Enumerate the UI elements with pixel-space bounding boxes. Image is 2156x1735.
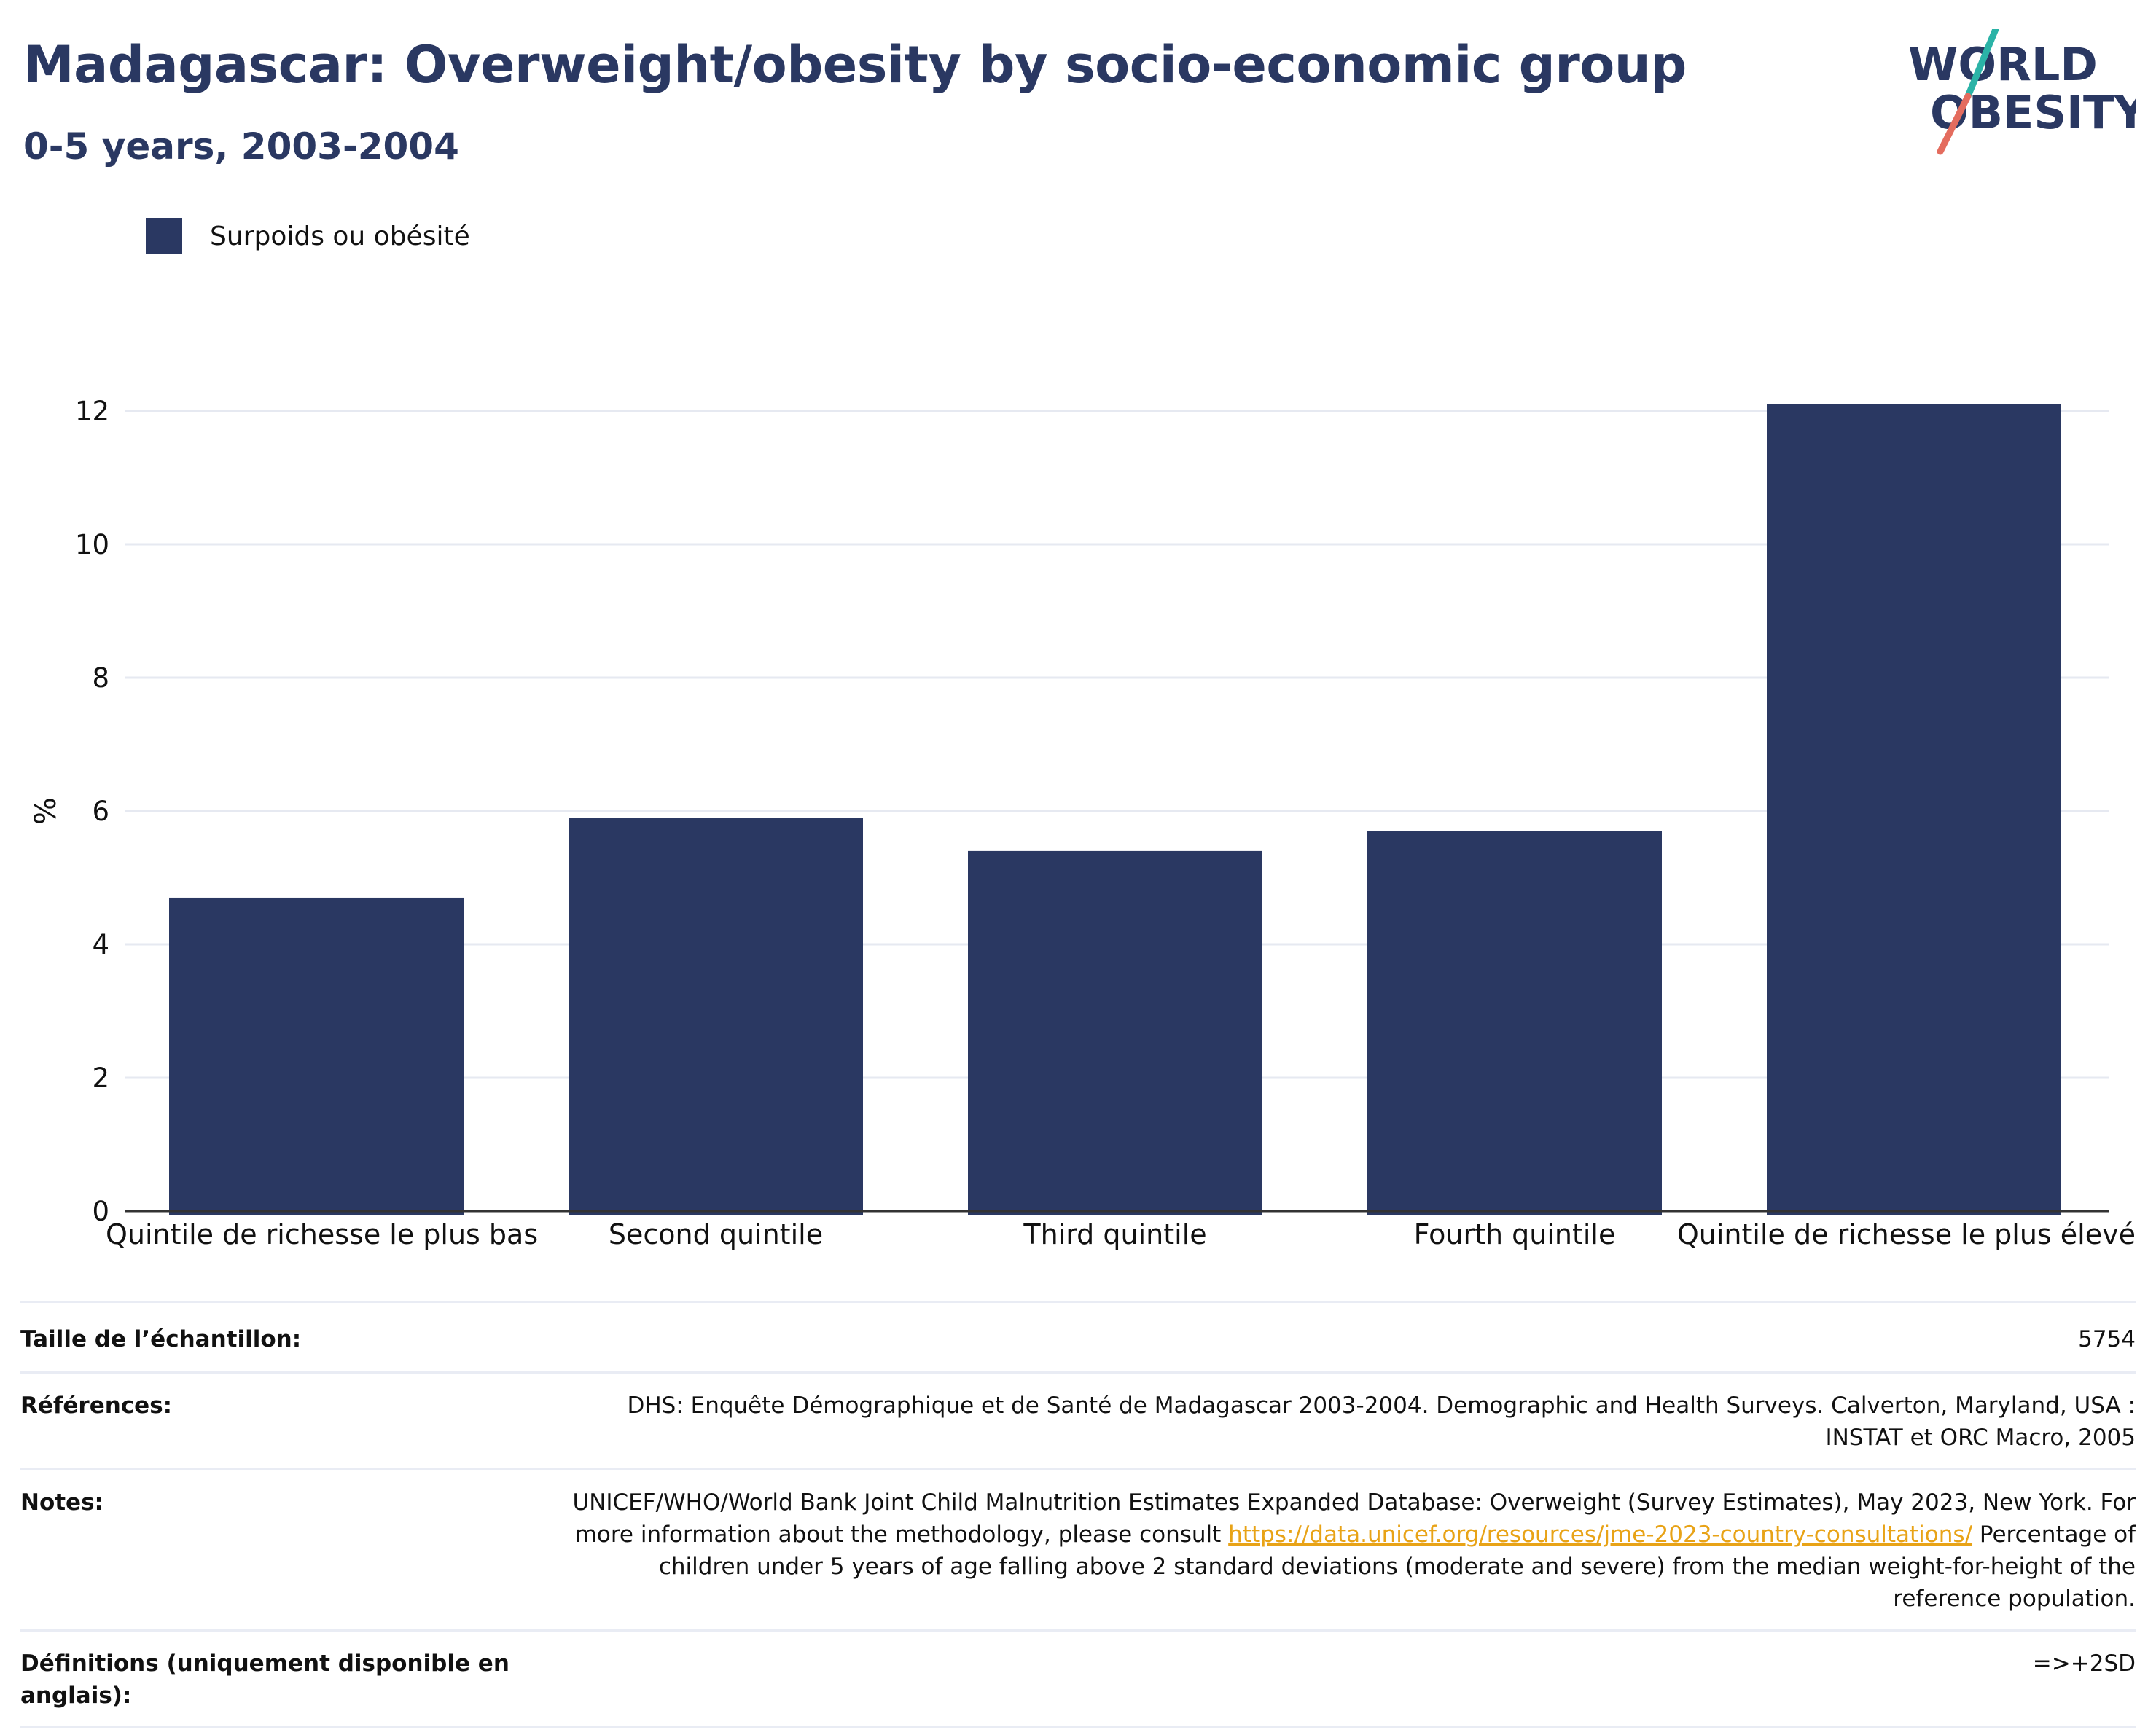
sample-size-value: 5754 (2078, 1326, 2136, 1352)
legend-label: Surpoids ou obésité (210, 221, 470, 251)
info-table: Taille de l’échantillon: 5754 Références… (20, 1301, 2136, 1728)
logo-word-obesity: OBESITY (1930, 86, 2136, 139)
definitions-value: =>+2SD (2032, 1650, 2136, 1677)
bar (968, 850, 1262, 1215)
y-tick-label: 4 (92, 929, 109, 960)
info-row-notes: Notes: UNICEF/WHO/World Bank Joint Child… (20, 1468, 2136, 1629)
world-obesity-logo: WORLD OBESITY (1908, 29, 2136, 155)
info-row-definitions: Définitions (uniquement disponible en an… (20, 1629, 2136, 1728)
references-label: Références: (20, 1393, 173, 1419)
legend-swatch (146, 218, 182, 254)
notes-value: UNICEF/WHO/World Bank Joint Child Malnut… (569, 1487, 2136, 1615)
y-tick-label: 10 (75, 529, 109, 560)
info-row-references: Références: DHS: Enquête Démographique e… (20, 1371, 2136, 1468)
notes-text-before: UNICEF/WHO/World Bank Joint Child Malnut… (572, 1489, 2136, 1548)
notes-methodology-link[interactable]: https://data.unicef.org/resources/jme-20… (1228, 1521, 1973, 1548)
y-tick-label: 8 (92, 662, 109, 694)
bar (569, 818, 863, 1215)
chart-subtitle: 0-5 years, 2003-2004 (23, 125, 459, 168)
info-row-sample-size: Taille de l’échantillon: 5754 (20, 1301, 2136, 1371)
y-tick-label: 12 (75, 396, 109, 427)
y-tick-label: 6 (92, 796, 109, 827)
logo-slash-bottom (1937, 93, 1972, 155)
references-value: DHS: Enquête Démographique et de Santé d… (627, 1393, 2136, 1451)
x-tick-label: Second quintile (609, 1218, 823, 1250)
x-tick-label: Third quintile (1023, 1218, 1206, 1250)
notes-text-after: Percentage of children under 5 years of … (658, 1521, 2136, 1612)
bar (1367, 831, 1662, 1215)
x-tick-label: Fourth quintile (1414, 1218, 1616, 1250)
definitions-label: Définitions (uniquement disponible en an… (20, 1650, 509, 1709)
chart-legend[interactable]: Surpoids ou obésité (146, 217, 470, 255)
y-tick-label: 0 (92, 1196, 109, 1227)
x-tick-label: Quintile de richesse le plus bas (106, 1218, 538, 1250)
x-tick-label: Quintile de richesse le plus élevé (1677, 1218, 2136, 1250)
notes-label: Notes: (20, 1489, 103, 1516)
logo-word-world: WORLD (1908, 38, 2098, 91)
bar-chart: 0 2 4 6 8 10 12% Quintile de richesse le plus b… (29, 396, 2136, 1250)
bar (169, 897, 464, 1215)
y-axis-label: % (29, 797, 63, 825)
y-tick-label: 2 (92, 1062, 109, 1094)
sample-size-label: Taille de l’échantillon: (20, 1326, 302, 1352)
bar (1767, 404, 2061, 1215)
chart-title: Madagascar: Overweight/obesity by socio-… (23, 35, 1687, 95)
logo-slash-top (1964, 29, 1999, 100)
